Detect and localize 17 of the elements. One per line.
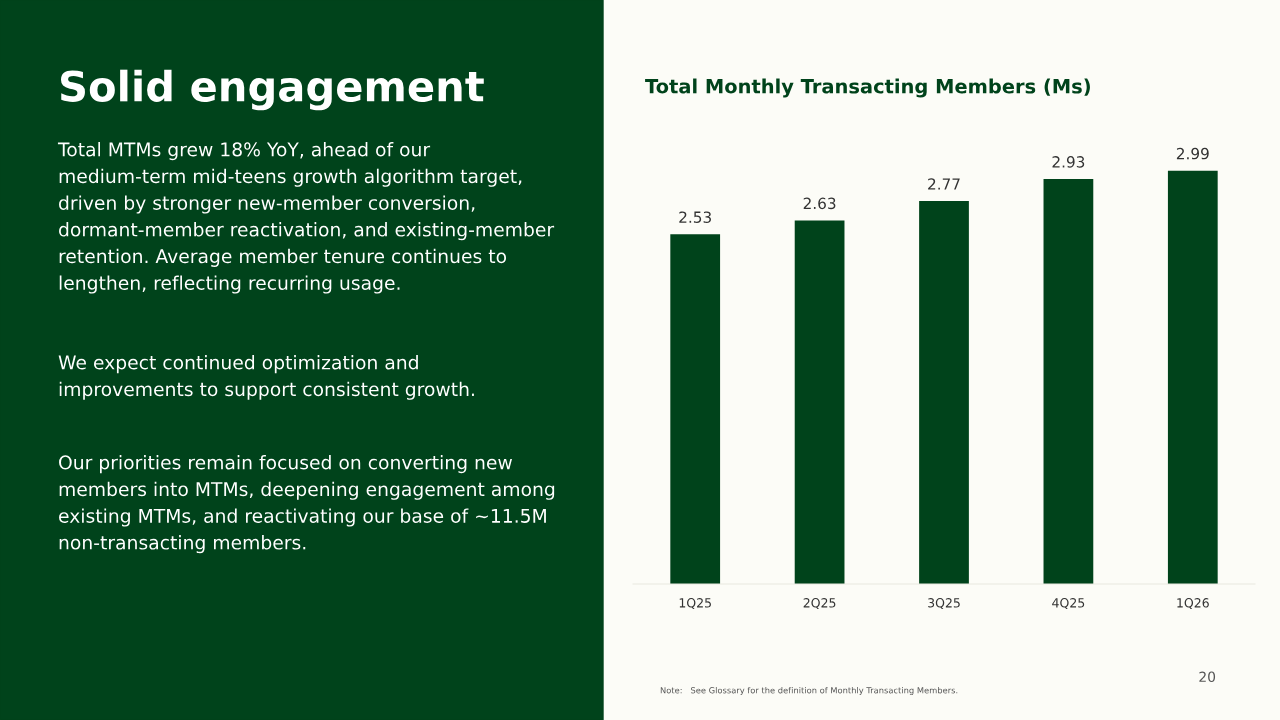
text: Our priorities remain focused on converting new members into MTMs, deepening engagement among existing MTMs, and reactivating our base of ~11.5M non-transacting members. [59, 455, 555, 554]
text: Solid engagement [60, 69, 484, 111]
text: Note: See Glossary for the definition of Monthly Transacting Members. [660, 686, 958, 696]
x-tick-label: 4Q25 [1052, 598, 1085, 609]
chart-title: Total Monthly Transacting Members (Ms) [645, 78, 1090, 98]
text: Total MTMs grew 18% YoY, ahead of our medium-term mid-teens growth algorithm target, driven by stronger new-member conversion, dormant-member reactivation, and existing-member retention. Average member tenure continues to lengthen, reflecting recurring usage. [57, 142, 555, 294]
x-tick-label: 1Q25 [679, 598, 711, 609]
x-tick-label: 3Q25 [928, 598, 960, 609]
data-label: 2.77 [928, 178, 960, 190]
data-label: 2.63 [803, 197, 836, 210]
text: 20 [1199, 671, 1216, 683]
x-tick-label: 2Q25 [803, 598, 836, 609]
data-label: 2.99 [1176, 147, 1209, 160]
data-label: 2.93 [1052, 156, 1085, 168]
data-label: 2.53 [679, 211, 711, 223]
x-tick-label: 1Q26 [1177, 598, 1209, 609]
text: We expect continued optimization and improvements to support consistent growth. [58, 355, 474, 400]
